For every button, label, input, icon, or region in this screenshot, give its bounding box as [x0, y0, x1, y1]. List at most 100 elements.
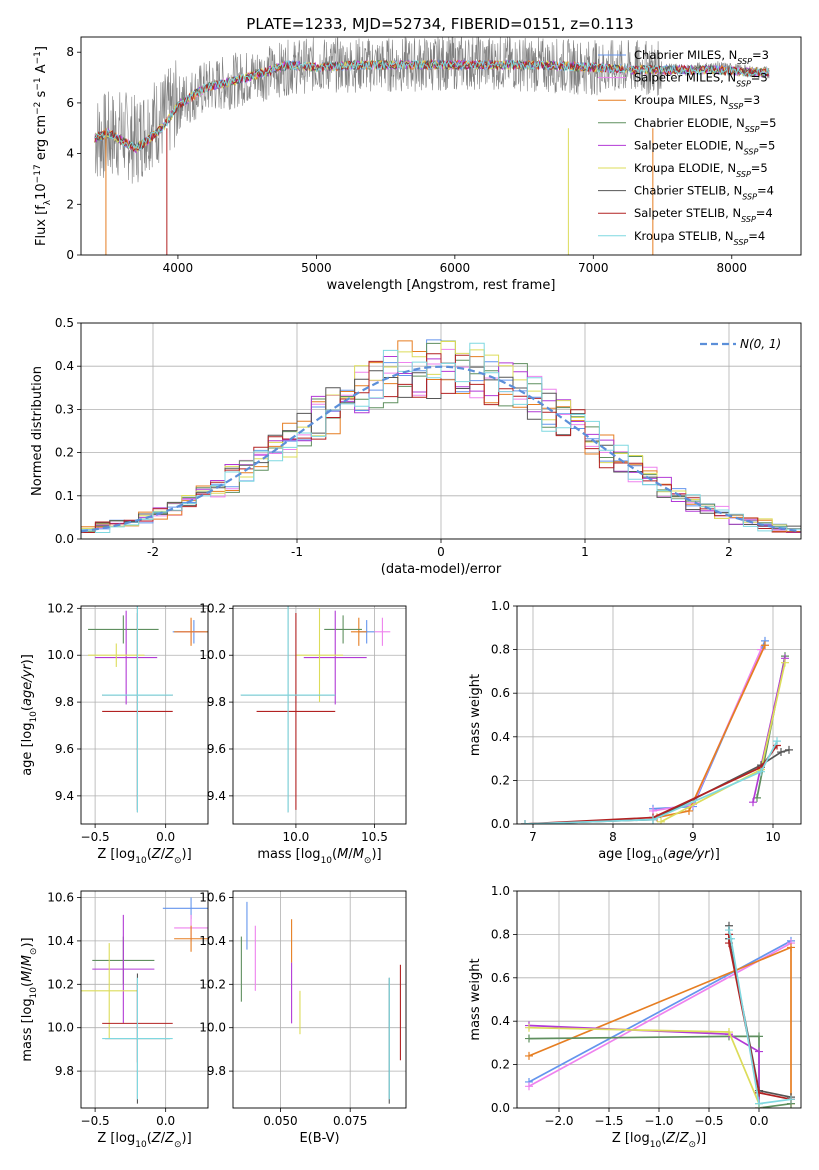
legend-label: Kroupa MILES, NSSP=3	[634, 93, 760, 111]
legend-count: =3	[752, 48, 769, 62]
x-tick-label: −1.0	[644, 1114, 673, 1128]
legend-name: Kroupa MILES, N	[634, 93, 729, 107]
legend-label: Chabrier MILES, NSSP=3	[634, 48, 769, 66]
y-tick-label: 9.8	[55, 695, 74, 709]
y-tick-label: 10.2	[47, 601, 74, 615]
label-part: Z	[164, 847, 175, 862]
label-part: ⊙	[174, 856, 182, 866]
weight-curve	[524, 740, 778, 824]
label-part: )]	[182, 1131, 192, 1146]
label-part: )]	[696, 1131, 706, 1146]
legend-name: Chabrier MILES, N	[634, 48, 737, 62]
label-part: 10	[651, 856, 663, 866]
weight-marker	[755, 1032, 763, 1041]
legend-sub: SSP	[736, 170, 751, 179]
label-part: ⊙	[688, 1140, 696, 1150]
y-tick-label: 0.2	[55, 446, 74, 460]
x-tick-label: −2.0	[544, 1114, 573, 1128]
legend-count: =5	[760, 116, 777, 130]
residual-histogram	[81, 353, 801, 533]
y-tick-label: 10.0	[47, 1021, 74, 1035]
label-part: (	[20, 706, 35, 711]
x-tick-label: 10.5	[361, 830, 388, 844]
label-part: 10	[29, 987, 39, 999]
legend-name: Chabrier ELODIE, N	[634, 116, 745, 130]
legend-label: Salpeter MILES, NSSP=3	[634, 71, 768, 89]
legend-label: Kroupa STELIB, NSSP=4	[634, 229, 765, 247]
y-axis-label: age [log10(age/yr)]	[20, 654, 39, 776]
plot-area-mass-vs-Z	[81, 891, 208, 1108]
x-axis-label: Z [log10(Z/Z⊙)]	[612, 1131, 706, 1150]
label-part: λ	[43, 199, 53, 205]
y-tick-label: 9.8	[207, 1064, 226, 1078]
weight-curve	[652, 649, 762, 812]
y-axis-label: mass weight	[468, 958, 483, 1040]
label-part: 10	[34, 183, 49, 200]
label-part: /	[20, 966, 35, 971]
y-tick-label: 9.8	[207, 695, 226, 709]
y-tick-label: 6	[66, 96, 74, 110]
legend-label: Chabrier STELIB, NSSP=4	[634, 184, 774, 202]
label-part: −1	[33, 77, 43, 90]
label-part: −17	[33, 164, 43, 183]
weight-marker	[657, 817, 665, 824]
panel-weight-vs-age: 7 8 9 10 0.0 0.2 0.4 0.6 0.8 1.0 mass weight age [l…	[468, 599, 802, 866]
label-part: M	[353, 847, 364, 862]
y-tick-label: 0.6	[491, 686, 510, 700]
label-part: (	[332, 847, 337, 862]
legend-label: Chabrier ELODIE, NSSP=5	[634, 116, 776, 134]
y-tick-label: 0.1	[55, 489, 74, 503]
weight-marker	[777, 748, 785, 757]
label-part: age/yr	[20, 663, 35, 706]
weight-marker	[525, 1023, 533, 1032]
x-tick-label: 0.050	[263, 1114, 297, 1128]
weight-curve	[528, 946, 792, 1104]
x-tick-label: 0.075	[333, 1114, 367, 1128]
y-tick-label: 8	[66, 45, 74, 59]
legend-label: N(0, 1)	[740, 337, 781, 351]
x-axis-label: E(B-V)	[299, 1131, 339, 1146]
y-tick-label: 10.6	[47, 891, 74, 905]
weight-curve	[524, 744, 778, 824]
axes-frame	[516, 890, 802, 1109]
x-axis-label: Z [log10(Z/Z⊙)]	[97, 1131, 191, 1150]
label-part: 10	[135, 1140, 147, 1150]
x-tick-label: 7	[529, 830, 537, 844]
y-tick-label: 10.0	[47, 648, 74, 662]
x-tick-label: 8	[609, 830, 617, 844]
y-tick-label: 0.3	[55, 402, 74, 416]
label-part: ⊙	[364, 856, 372, 866]
weight-curve	[728, 929, 792, 1105]
weight-marker	[757, 767, 765, 776]
weight-curve	[660, 662, 786, 823]
y-tick-label: 1.0	[491, 599, 510, 613]
axes-frame	[232, 605, 407, 825]
label-part: 10	[321, 856, 333, 866]
label-part: Flux [f	[34, 205, 49, 246]
label-part: erg cm	[34, 115, 49, 164]
legend-name: Salpeter STELIB, N	[634, 206, 741, 220]
label-part: Z [log	[612, 1131, 650, 1146]
weight-marker	[755, 1099, 763, 1108]
x-axis-label: mass [log10(M/M⊙)]	[257, 847, 381, 866]
x-axis-label: age [log10(age/yr)]	[598, 847, 720, 866]
y-tick-label: 9.6	[55, 742, 74, 756]
weight-marker	[749, 798, 757, 807]
legend-sub: SSP	[736, 79, 751, 88]
panels: 4000 5000 6000 7000 8000 0 2 4 6 8 wavelength [Ang…	[20, 36, 802, 1150]
legend-sub: SSP	[737, 57, 752, 66]
y-tick-label: 10.2	[199, 977, 226, 991]
y-tick-label: 9.4	[207, 789, 226, 803]
x-tick-label: 10	[765, 830, 780, 844]
x-tick-label: −1.5	[594, 1114, 623, 1128]
weight-marker	[727, 934, 735, 943]
y-axis-label: mass weight	[468, 674, 483, 756]
legend-label: Salpeter ELODIE, NSSP=5	[634, 138, 775, 156]
label-part: (data-model)/error	[381, 562, 502, 577]
legend-sub: SSP	[742, 192, 757, 201]
y-tick-label: 9.6	[207, 742, 226, 756]
x-tick-label: −0.5	[81, 830, 110, 844]
y-tick-label: 0.0	[491, 1101, 510, 1115]
